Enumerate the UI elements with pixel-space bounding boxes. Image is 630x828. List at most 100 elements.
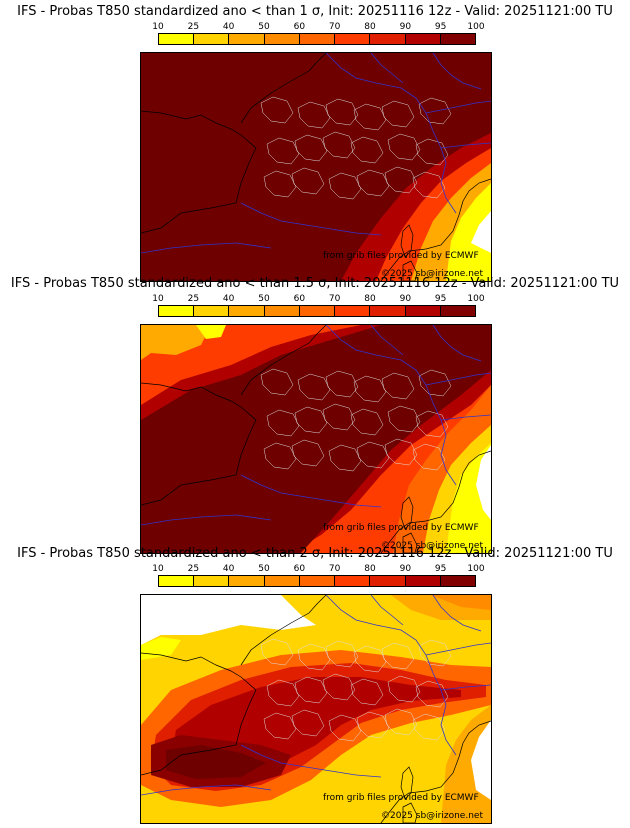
coastline: [458, 720, 491, 758]
coastline: [380, 214, 460, 281]
map-svg: [141, 325, 491, 553]
sardinia-outline: [402, 802, 418, 823]
country-border: [141, 784, 272, 796]
region-boundary: [291, 709, 325, 737]
colorbar-tick-label: 90: [399, 564, 412, 574]
region-boundary: [415, 680, 449, 708]
region-boundary: [325, 640, 359, 668]
region-boundary: [266, 137, 300, 165]
corsica-outline: [400, 496, 414, 530]
country-border: [370, 53, 404, 84]
colorbar-swatch: [194, 34, 230, 44]
probability-field-center: [141, 325, 491, 553]
colorbar-tick-label: 100: [467, 564, 485, 574]
colorbar-tick-label: 50: [258, 294, 270, 304]
region-boundary: [322, 131, 356, 159]
colorbar: [158, 575, 476, 587]
region-boundary: [260, 96, 294, 124]
colorbar-swatch: [264, 576, 300, 586]
colorbar-swatch: [370, 306, 406, 316]
probability-field-east: [476, 445, 491, 520]
colorbar-tick-label: 25: [187, 294, 200, 304]
colorbar-tick-label: 10: [152, 22, 164, 32]
region-boundary: [266, 679, 300, 707]
colorbar-swatch: [264, 34, 300, 44]
colorbar-tick-label: 25: [187, 22, 200, 32]
region-boundary: [294, 406, 328, 434]
probability-field-north: [141, 595, 316, 645]
colorbar-tick-label: 100: [467, 22, 485, 32]
region-boundary: [356, 441, 390, 469]
probability-field-east: [471, 720, 491, 800]
probability-field-east: [441, 705, 491, 823]
geo-lines: [141, 53, 491, 281]
region-boundary: [412, 443, 446, 471]
colorbar-swatch: [229, 576, 265, 586]
credit-source: from grib files provided by ECMWF: [323, 251, 479, 261]
coastline: [458, 178, 491, 216]
region-boundary: [356, 711, 390, 739]
country-border: [240, 474, 382, 508]
region-boundary: [353, 103, 387, 131]
colorbar-tick-label: 80: [364, 564, 376, 574]
probability-field-north: [431, 595, 491, 610]
region-boundary: [291, 439, 325, 467]
country-border: [370, 595, 404, 626]
colorbar-tick-label: 100: [467, 294, 485, 304]
colorbar-swatch: [335, 34, 371, 44]
sardinia-outline: [402, 260, 418, 281]
region-boundary: [387, 675, 421, 703]
region-boundary: [328, 444, 362, 472]
colorbar-swatch: [229, 306, 265, 316]
colorbar-tick-label: 80: [364, 294, 376, 304]
region-boundary: [294, 676, 328, 704]
country-border: [240, 202, 382, 236]
region-boundary: [263, 442, 297, 470]
coastline: [240, 325, 327, 396]
colorbar-swatch: [194, 576, 230, 586]
corsica-outline: [400, 766, 414, 800]
credit-source: from grib files provided by ECMWF: [323, 793, 479, 803]
region-boundary: [325, 370, 359, 398]
region-boundary: [381, 642, 415, 670]
colorbar-tick-label: 90: [399, 22, 412, 32]
region-boundary: [350, 678, 384, 706]
region-boundary: [328, 172, 362, 200]
country-border: [141, 242, 272, 254]
colorbar-tick-label: 40: [222, 294, 235, 304]
credit-copyright: ©2025 sb@irizone.net: [381, 811, 483, 821]
colorbar-labels: 10 25 40 50 60 70 80 90 95 100: [152, 294, 484, 304]
region-boundary: [387, 133, 421, 161]
colorbar-swatch: [440, 576, 475, 586]
colorbar-tick-label: 25: [187, 564, 200, 574]
colorbar-tick-label: 60: [293, 22, 306, 32]
colorbar-tick-label: 90: [399, 294, 412, 304]
region-boundary: [328, 714, 362, 742]
country-border: [240, 744, 382, 778]
colorbar-swatch: [405, 306, 441, 316]
colorbar-swatch: [335, 576, 371, 586]
region-boundary: [260, 368, 294, 396]
sardinia-outline: [402, 532, 418, 553]
credit-copyright: ©2025 sb@irizone.net: [381, 541, 483, 551]
probability-field-east: [446, 183, 491, 281]
coastline: [141, 382, 257, 506]
region-boundary: [291, 167, 325, 195]
country-border: [432, 53, 482, 90]
colorbar-swatch: [405, 34, 441, 44]
region-boundary: [415, 138, 449, 166]
region-boundary: [322, 673, 356, 701]
region-boundary: [384, 708, 418, 736]
country-border: [425, 372, 491, 386]
colorbar-tick-label: 50: [258, 22, 270, 32]
panel-title: IFS - Probas T850 standardized ano < tha…: [10, 276, 620, 291]
region-boundary: [381, 100, 415, 128]
probability-map: from grib files provided by ECMWF ©2025 …: [140, 324, 492, 554]
region-boundary: [297, 101, 331, 129]
colorbar-tick-label: 70: [328, 22, 341, 32]
geo-lines: [141, 595, 491, 823]
colorbar-tick-label: 70: [328, 564, 341, 574]
region-boundary: [294, 134, 328, 162]
country-border: [432, 325, 482, 362]
country-border: [370, 325, 404, 356]
